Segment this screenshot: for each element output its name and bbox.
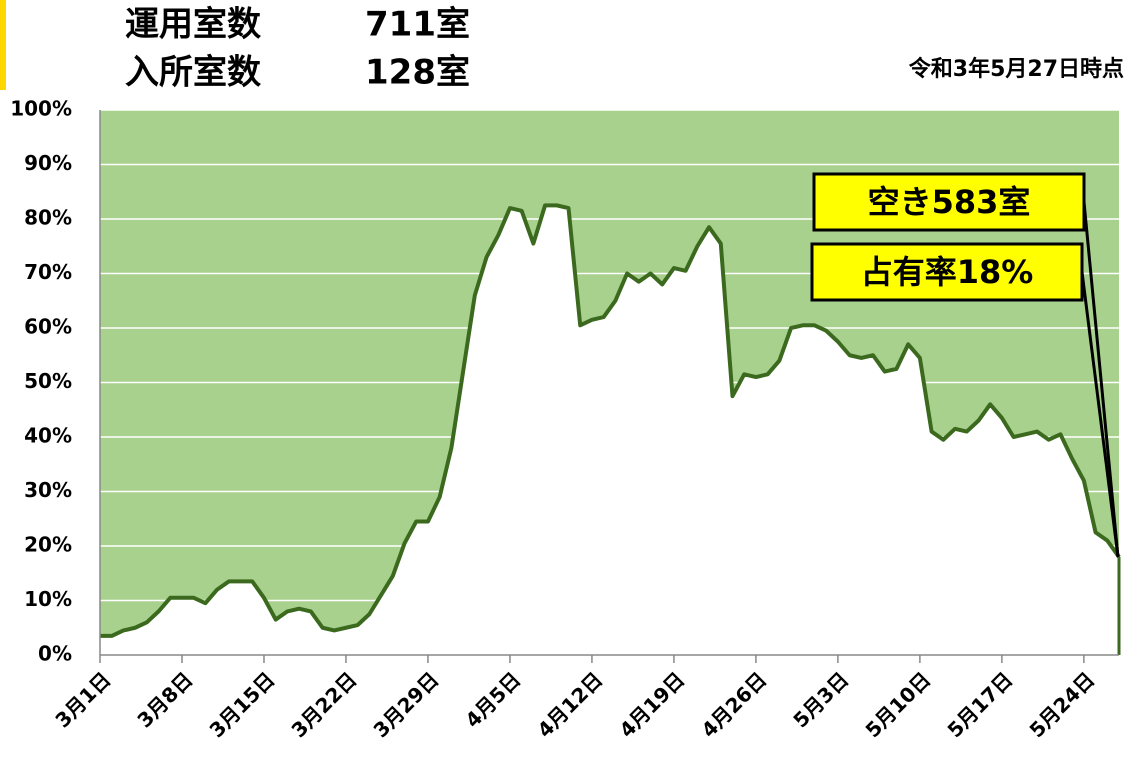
date-note: 令和3年5月27日時点	[909, 56, 1124, 82]
stat-label: 入所室数	[125, 53, 261, 93]
y-tick-label: 70%	[24, 260, 72, 284]
callout-line	[1080, 271, 1120, 558]
x-tick-label: 4月5日	[460, 667, 525, 732]
callout-box	[810, 242, 1084, 302]
area-below	[100, 205, 1119, 655]
x-tick-label: 4月19日	[615, 667, 690, 742]
callout-line	[1082, 201, 1120, 558]
y-tick-label: 80%	[24, 206, 72, 230]
y-tick-label: 60%	[24, 315, 72, 339]
callout-text: 空き583室	[868, 183, 1031, 221]
x-tick-label: 3月15日	[205, 667, 280, 742]
callout-text: 占有率18%	[861, 253, 1034, 291]
y-tick-label: 0%	[38, 642, 72, 666]
x-tick-label: 3月22日	[287, 667, 362, 742]
x-tick-label: 5月3日	[788, 667, 853, 732]
x-tick-label: 5月17日	[943, 667, 1018, 742]
edge-marker	[0, 0, 6, 90]
stat-label: 運用室数	[125, 5, 261, 45]
x-tick-label: 3月1日	[50, 667, 115, 732]
x-tick-label: 5月10日	[861, 667, 936, 742]
stat-value: 711室	[365, 5, 470, 45]
stat-value: 128室	[365, 53, 470, 93]
x-tick-label: 5月24日	[1025, 667, 1100, 742]
x-tick-label: 4月12日	[533, 667, 608, 742]
callout-box	[812, 172, 1086, 232]
y-tick-label: 50%	[24, 369, 72, 393]
y-tick-label: 30%	[24, 478, 72, 502]
line	[100, 203, 1121, 638]
y-tick-label: 100%	[10, 97, 72, 121]
x-tick-label: 3月29日	[369, 667, 444, 742]
x-tick-label: 4月26日	[697, 667, 772, 742]
y-tick-label: 20%	[24, 533, 72, 557]
y-tick-label: 40%	[24, 424, 72, 448]
x-tick-label: 3月8日	[132, 667, 197, 732]
y-tick-label: 10%	[24, 587, 72, 611]
y-tick-label: 90%	[24, 151, 72, 175]
